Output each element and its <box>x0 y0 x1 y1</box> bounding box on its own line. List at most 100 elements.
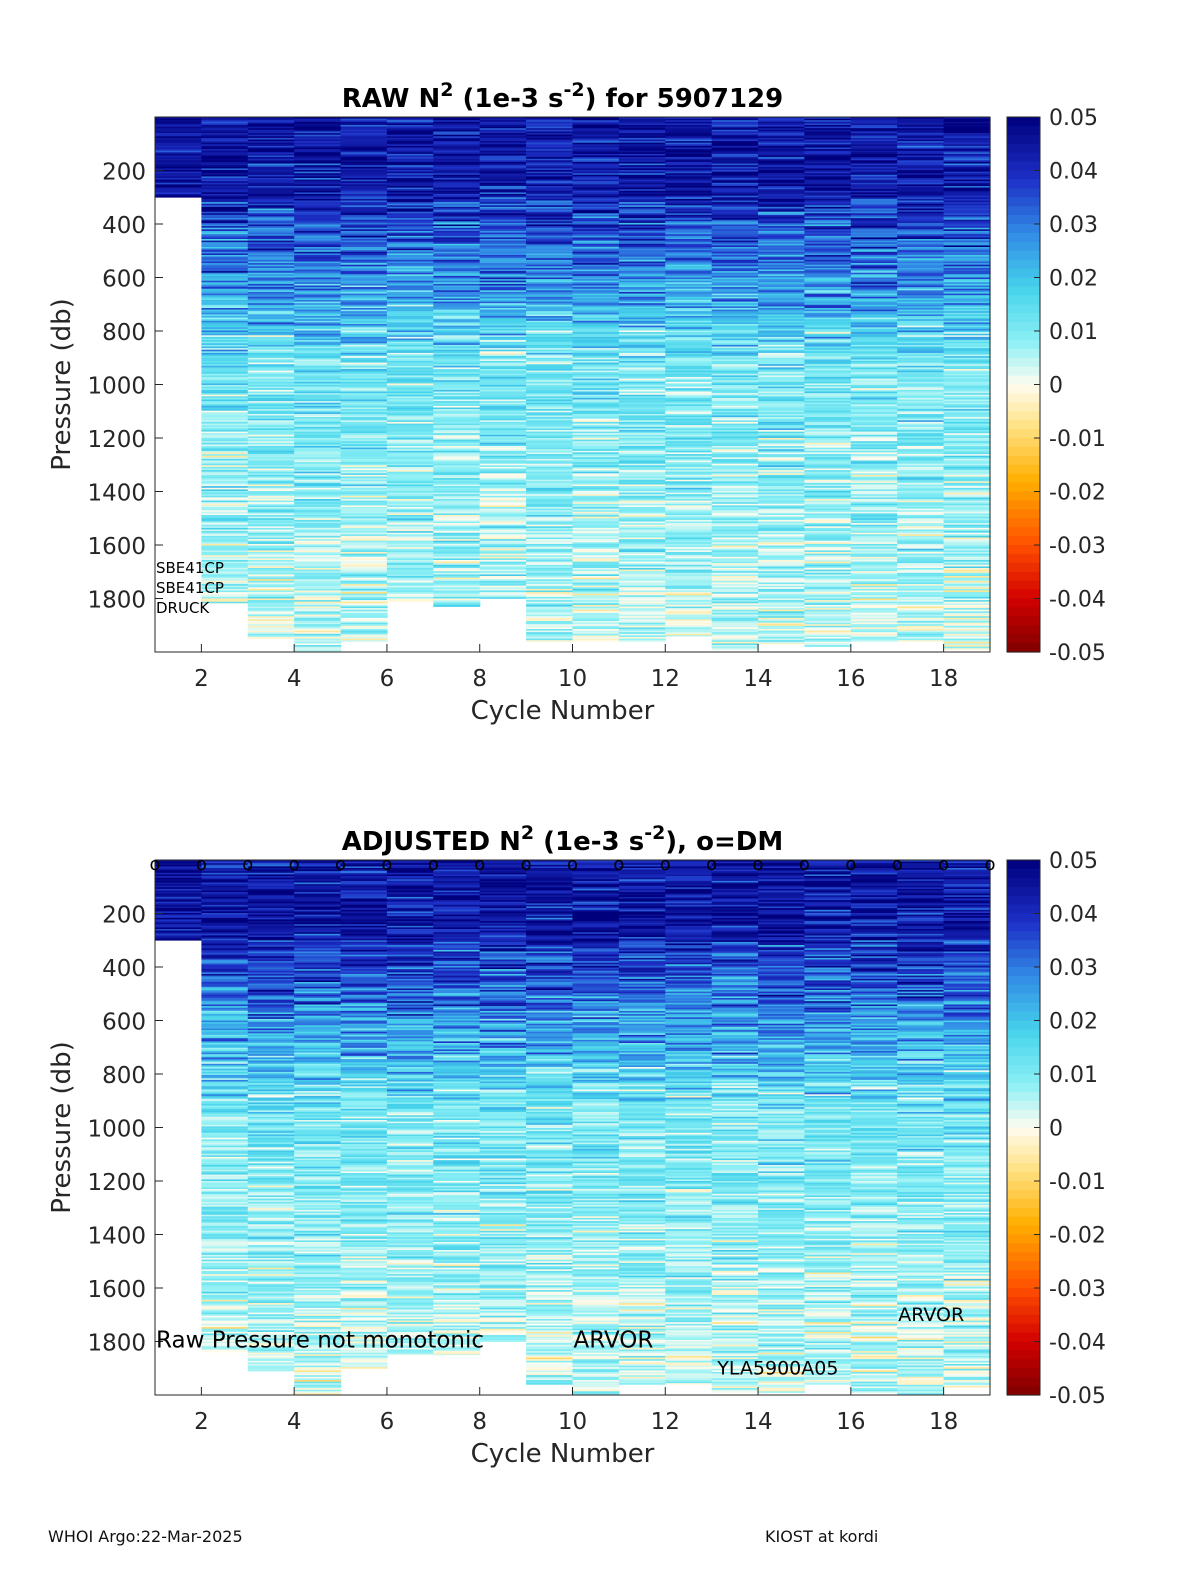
heatmap-cell <box>618 346 666 349</box>
heatmap-cell <box>247 531 295 534</box>
heatmap-cell <box>247 293 295 296</box>
heatmap-cell <box>433 137 481 140</box>
heatmap-cell <box>294 375 342 378</box>
heatmap-cell <box>247 298 295 301</box>
heatmap-cell <box>433 373 481 376</box>
heatmap-cell <box>804 577 852 580</box>
heatmap-cell <box>526 402 574 405</box>
heatmap-cell <box>804 572 852 575</box>
heatmap-cell <box>201 311 249 314</box>
heatmap-cell <box>758 224 806 227</box>
heatmap-cell <box>386 165 434 168</box>
heatmap-cell <box>850 161 898 164</box>
heatmap-cell <box>340 361 388 363</box>
heatmap-cell <box>572 287 620 290</box>
heatmap-cell <box>247 303 295 306</box>
heatmap-cell <box>294 372 342 375</box>
heatmap-cell <box>386 447 434 450</box>
heatmap-cell <box>618 317 666 320</box>
heatmap-cell <box>572 547 620 550</box>
heatmap-cell <box>618 319 666 322</box>
heatmap-cell <box>758 125 806 127</box>
heatmap-cell <box>804 338 852 341</box>
heatmap-cell <box>155 117 202 119</box>
heatmap-cell <box>618 197 666 200</box>
heatmap-cell <box>758 415 806 418</box>
heatmap-cell <box>850 407 898 410</box>
heatmap-cell <box>665 373 713 376</box>
heatmap-cell <box>850 128 898 131</box>
heatmap-cell <box>665 558 713 561</box>
heatmap-cell <box>665 627 713 630</box>
heatmap-cell <box>247 211 295 214</box>
heatmap-cell <box>665 163 713 166</box>
heatmap-cell <box>201 482 249 485</box>
heatmap-cell <box>247 328 295 331</box>
heatmap-cell <box>572 458 620 461</box>
heatmap-cell <box>711 346 759 349</box>
heatmap-cell <box>711 203 759 206</box>
heatmap-cell <box>618 527 666 530</box>
heatmap-cell <box>572 529 620 532</box>
heatmap-cell <box>433 153 481 156</box>
heatmap-cell <box>433 431 481 434</box>
heatmap-cell <box>340 622 388 625</box>
heatmap-cell <box>897 153 945 156</box>
heatmap-cell <box>201 579 249 582</box>
heatmap-cell <box>433 129 481 132</box>
heatmap-cell <box>247 251 295 254</box>
heatmap-cell <box>665 190 713 193</box>
heatmap-cell <box>433 186 481 188</box>
heatmap-cell <box>294 553 342 556</box>
heatmap-cell <box>850 375 898 378</box>
heatmap-cell <box>294 426 342 429</box>
heatmap-cell <box>433 580 481 583</box>
heatmap-cell <box>479 150 527 153</box>
heatmap-cell <box>711 256 759 259</box>
heatmap-cell <box>711 291 759 294</box>
heatmap-cell <box>758 417 806 420</box>
heatmap-cell <box>850 316 898 318</box>
heatmap-cell <box>711 484 759 487</box>
heatmap-cell <box>433 227 481 230</box>
heatmap-cell <box>804 596 852 599</box>
heatmap-cell <box>850 343 898 346</box>
heatmap-cell <box>433 134 481 137</box>
heatmap-cell <box>479 487 527 490</box>
heatmap-cell <box>386 381 434 384</box>
heatmap-cell <box>433 309 481 312</box>
heatmap-cell <box>294 336 342 339</box>
heatmap-cell <box>850 361 898 363</box>
heatmap-cell <box>294 397 342 400</box>
heatmap-cell <box>804 288 852 291</box>
heatmap-cell <box>665 240 713 243</box>
heatmap-cell <box>526 361 574 363</box>
heatmap-cell <box>340 532 388 535</box>
heatmap-cell <box>433 121 481 124</box>
heatmap-cell <box>526 473 574 476</box>
heatmap-cell <box>433 291 481 294</box>
heatmap-cell <box>340 283 388 286</box>
heatmap-cell <box>572 327 620 330</box>
heatmap-cell <box>804 359 852 362</box>
heatmap-cell <box>665 194 713 196</box>
heatmap-cell <box>850 222 898 225</box>
heatmap-cell <box>479 290 527 293</box>
heatmap-cell <box>850 213 898 216</box>
heatmap-cell <box>665 300 713 302</box>
heatmap-cell <box>711 211 759 214</box>
heatmap-cell <box>201 396 249 399</box>
heatmap-cell <box>758 287 806 290</box>
heatmap-cell <box>665 593 713 596</box>
heatmap-cell <box>711 474 759 477</box>
heatmap-cell <box>247 128 295 131</box>
heatmap-cell <box>618 166 666 169</box>
heatmap-cell <box>294 365 342 368</box>
heatmap-cell <box>479 211 527 214</box>
cycle-column-3 <box>247 117 295 639</box>
heatmap-cell <box>758 133 806 136</box>
heatmap-cell <box>340 420 388 423</box>
heatmap-cell <box>711 537 759 540</box>
heatmap-cell <box>711 288 759 291</box>
heatmap-cell <box>386 242 434 245</box>
